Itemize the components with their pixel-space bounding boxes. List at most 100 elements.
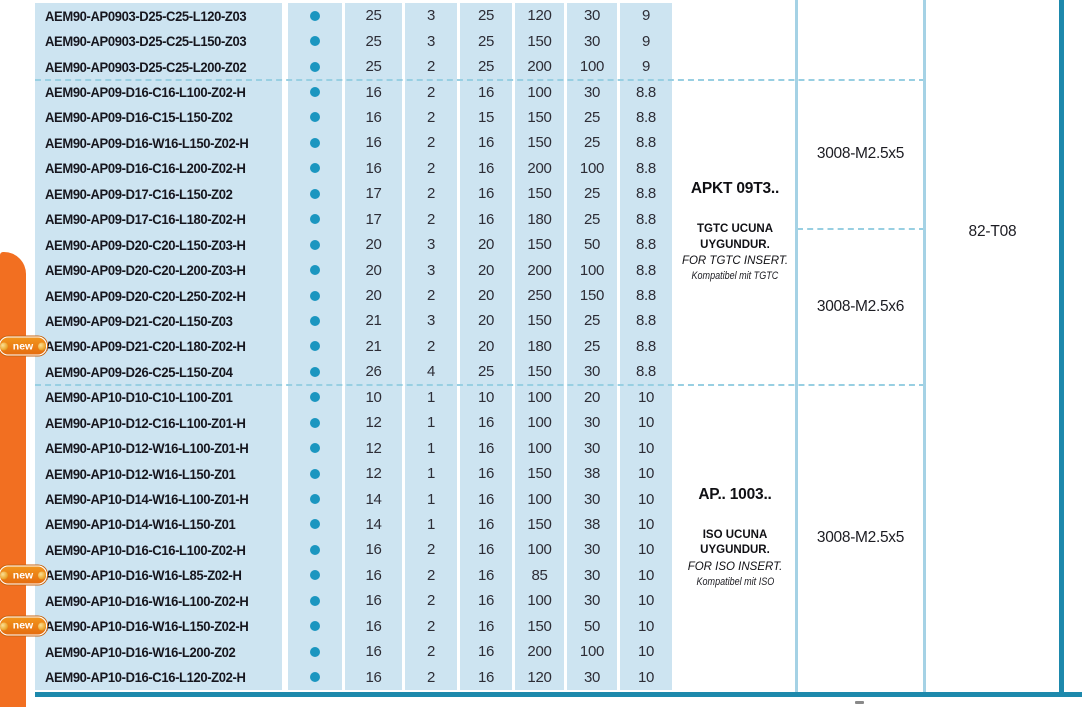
- new-badge-label: new: [12, 569, 34, 582]
- product-code-cell: AEM90-AP10-D16-W16-L85-Z02-H new: [0, 562, 288, 589]
- value-cell: 30: [567, 435, 620, 461]
- product-code-cell: AEM90-AP0903-D25-C25-L150-Z03: [35, 28, 288, 54]
- stock-dot-icon: [310, 494, 320, 505]
- value-cell: 16: [345, 155, 405, 182]
- availability-cell: [288, 104, 345, 131]
- value-cell: 100: [515, 435, 567, 461]
- value-cell: 16: [460, 435, 515, 461]
- availability-cell: [288, 155, 345, 182]
- value-cell: 150: [515, 104, 567, 131]
- table-row: AEM90-AP09-D17-C16-L180-Z02-H 17 2 16 180 25 8…: [35, 206, 672, 232]
- table-row: AEM90-AP09-D21-C20-L180-Z02-H new 21 2 20 180…: [0, 333, 672, 360]
- value-cell: 20: [460, 333, 515, 360]
- value-cell: 30: [567, 486, 620, 512]
- value-cell: 16: [460, 79, 515, 105]
- product-code: AEM90-AP10-D16-W16-L100-Z02-H: [45, 592, 249, 609]
- product-code-cell: AEM90-AP0903-D25-C25-L120-Z03: [35, 3, 288, 29]
- column-line: [795, 0, 798, 692]
- value-cell: 12: [345, 460, 405, 487]
- stock-dot-icon: [310, 87, 320, 98]
- value-cell: 50: [567, 613, 620, 639]
- product-code: AEM90-AP0903-D25-C25-L150-Z03: [45, 33, 247, 50]
- product-code: AEM90-AP10-D12-W16-L150-Z01: [45, 465, 236, 482]
- value-cell: 20: [345, 282, 405, 309]
- stock-dot-icon: [310, 61, 320, 72]
- value-cell: 2: [405, 613, 460, 639]
- product-code: AEM90-AP09-D17-C16-L150-Z02: [45, 185, 233, 202]
- table-row: AEM90-AP10-D14-W16-L100-Z01-H 14 1 16 100 30 1…: [35, 486, 672, 512]
- product-code: AEM90-AP10-D12-C16-L100-Z01-H: [45, 414, 246, 431]
- product-code-cell: AEM90-AP10-D16-C16-L120-Z02-H: [35, 664, 288, 690]
- new-badge: new: [0, 616, 47, 636]
- table-row: AEM90-AP10-D12-W16-L150-Z01 12 1 16 150 38 10: [35, 460, 672, 487]
- value-cell: 20: [460, 308, 515, 334]
- value-cell: 1: [405, 435, 460, 461]
- value-cell: 25: [567, 181, 620, 207]
- value-cell: 100: [567, 638, 620, 665]
- availability-cell: [288, 486, 345, 512]
- value-cell: 25: [345, 53, 405, 80]
- value-cell: 16: [460, 155, 515, 182]
- table-row: AEM90-AP10-D16-C16-L100-Z02-H 16 2 16 100 30 1…: [35, 537, 672, 563]
- product-code: AEM90-AP10-D16-W16-L200-Z02: [45, 643, 236, 660]
- value-cell: 25: [460, 28, 515, 54]
- product-code: AEM90-AP09-D16-C16-L100-Z02-H: [45, 84, 246, 101]
- availability-cell: [288, 511, 345, 538]
- availability-cell: [288, 333, 345, 360]
- value-cell: 10: [620, 613, 672, 639]
- screw-code: 3008-M2.5x5: [816, 528, 905, 546]
- value-cell: 100: [515, 79, 567, 105]
- stock-dot-icon: [310, 137, 320, 148]
- value-cell: 2: [405, 206, 460, 232]
- table-row: AEM90-AP10-D12-C16-L100-Z01-H 12 1 16 100 30 1…: [35, 410, 672, 436]
- product-code: AEM90-AP10-D14-W16-L150-Z01: [45, 516, 236, 533]
- availability-cell: [288, 638, 345, 665]
- value-cell: 8.8: [620, 130, 672, 156]
- value-cell: 16: [460, 206, 515, 232]
- value-cell: 14: [345, 511, 405, 538]
- value-cell: 20: [460, 257, 515, 283]
- value-cell: 8.8: [620, 257, 672, 283]
- availability-cell: [288, 562, 345, 589]
- table-row: AEM90-AP09-D16-W16-L150-Z02-H 16 2 16 150 25 8…: [35, 130, 672, 156]
- product-code-cell: AEM90-AP09-D17-C16-L150-Z02: [35, 181, 288, 207]
- availability-cell: [288, 588, 345, 614]
- insert-note-de: Kompatibel mit ISO: [696, 575, 774, 588]
- product-code: AEM90-AP09-D20-C20-L150-Z03-H: [45, 236, 246, 253]
- product-code-cell: AEM90-AP09-D21-C20-L180-Z02-H new: [0, 333, 288, 360]
- product-code-cell: AEM90-AP09-D16-C15-L150-Z02: [35, 104, 288, 131]
- value-cell: 16: [460, 638, 515, 665]
- table-row: AEM90-AP0903-D25-C25-L120-Z03 25 3 25 120 30 9: [35, 3, 672, 29]
- value-cell: 16: [345, 537, 405, 563]
- value-cell: 180: [515, 333, 567, 360]
- value-cell: 30: [567, 410, 620, 436]
- availability-cell: [288, 257, 345, 283]
- value-cell: 2: [405, 181, 460, 207]
- section-divider-dashed: [35, 79, 925, 81]
- product-code: AEM90-AP10-D16-W16-L85-Z02-H: [45, 567, 242, 584]
- table-row: AEM90-AP09-D20-C20-L250-Z02-H 20 2 20 250 150…: [35, 282, 672, 309]
- value-cell: 150: [515, 181, 567, 207]
- value-cell: 180: [515, 206, 567, 232]
- value-cell: 200: [515, 53, 567, 80]
- value-cell: 16: [460, 588, 515, 614]
- value-cell: 120: [515, 664, 567, 690]
- table-row: AEM90-AP10-D16-W16-L200-Z02 16 2 16 200 100 10: [35, 638, 672, 665]
- availability-cell: [288, 3, 345, 29]
- value-cell: 1: [405, 410, 460, 436]
- value-cell: 100: [515, 588, 567, 614]
- new-badge-label: new: [12, 340, 34, 353]
- value-cell: 38: [567, 511, 620, 538]
- value-cell: 100: [515, 384, 567, 410]
- value-cell: 16: [460, 562, 515, 589]
- screw-code: 3008-M2.5x5: [816, 144, 905, 162]
- table-row: AEM90-AP10-D16-W16-L85-Z02-H new 16 2 16 85 30…: [0, 562, 672, 589]
- product-code: AEM90-AP10-D16-C16-L120-Z02-H: [45, 669, 246, 686]
- value-cell: 25: [567, 104, 620, 131]
- value-cell: 9: [620, 3, 672, 29]
- value-cell: 3: [405, 3, 460, 29]
- stock-dot-icon: [310, 265, 320, 276]
- value-cell: 2: [405, 130, 460, 156]
- product-code: AEM90-AP09-D16-C16-L200-Z02-H: [45, 160, 246, 177]
